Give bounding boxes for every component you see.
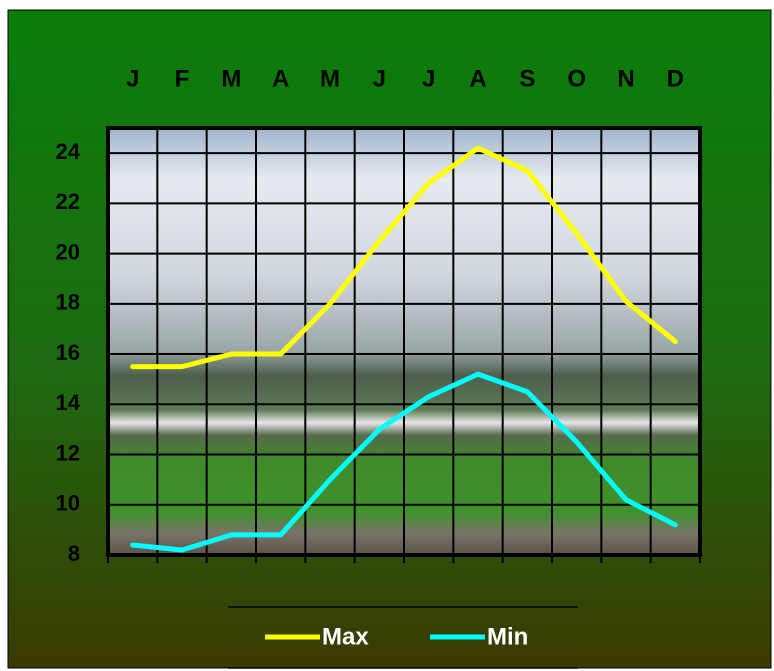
x-tick-label: J	[373, 65, 386, 92]
x-tick-label: N	[617, 65, 634, 92]
legend-label: Max	[322, 623, 369, 650]
x-tick-label: A	[469, 65, 486, 92]
x-tick-label: S	[519, 65, 535, 92]
legend-label: Min	[487, 623, 528, 650]
x-tick-label: J	[422, 65, 435, 92]
x-tick-label: D	[667, 65, 684, 92]
x-tick-label: M	[320, 65, 340, 92]
chart: 8 10 12 14 16 18 20 22 24 J F M A M J J A S O N D Max Min	[0, 0, 774, 671]
y-tick-label: 12	[56, 440, 80, 465]
x-tick-label: O	[567, 65, 586, 92]
x-tick-label: A	[272, 65, 289, 92]
x-tick-label: M	[221, 65, 241, 92]
y-tick-label: 22	[56, 189, 80, 214]
y-tick-label: 8	[68, 541, 80, 566]
y-tick-label: 14	[56, 390, 81, 415]
y-tick-label: 24	[56, 139, 81, 164]
y-tick-label: 20	[56, 239, 80, 264]
x-tick-label: F	[175, 65, 190, 92]
y-tick-label: 10	[56, 491, 80, 516]
y-tick-label: 18	[56, 290, 80, 315]
y-tick-label: 16	[56, 340, 80, 365]
x-tick-label: J	[126, 65, 139, 92]
